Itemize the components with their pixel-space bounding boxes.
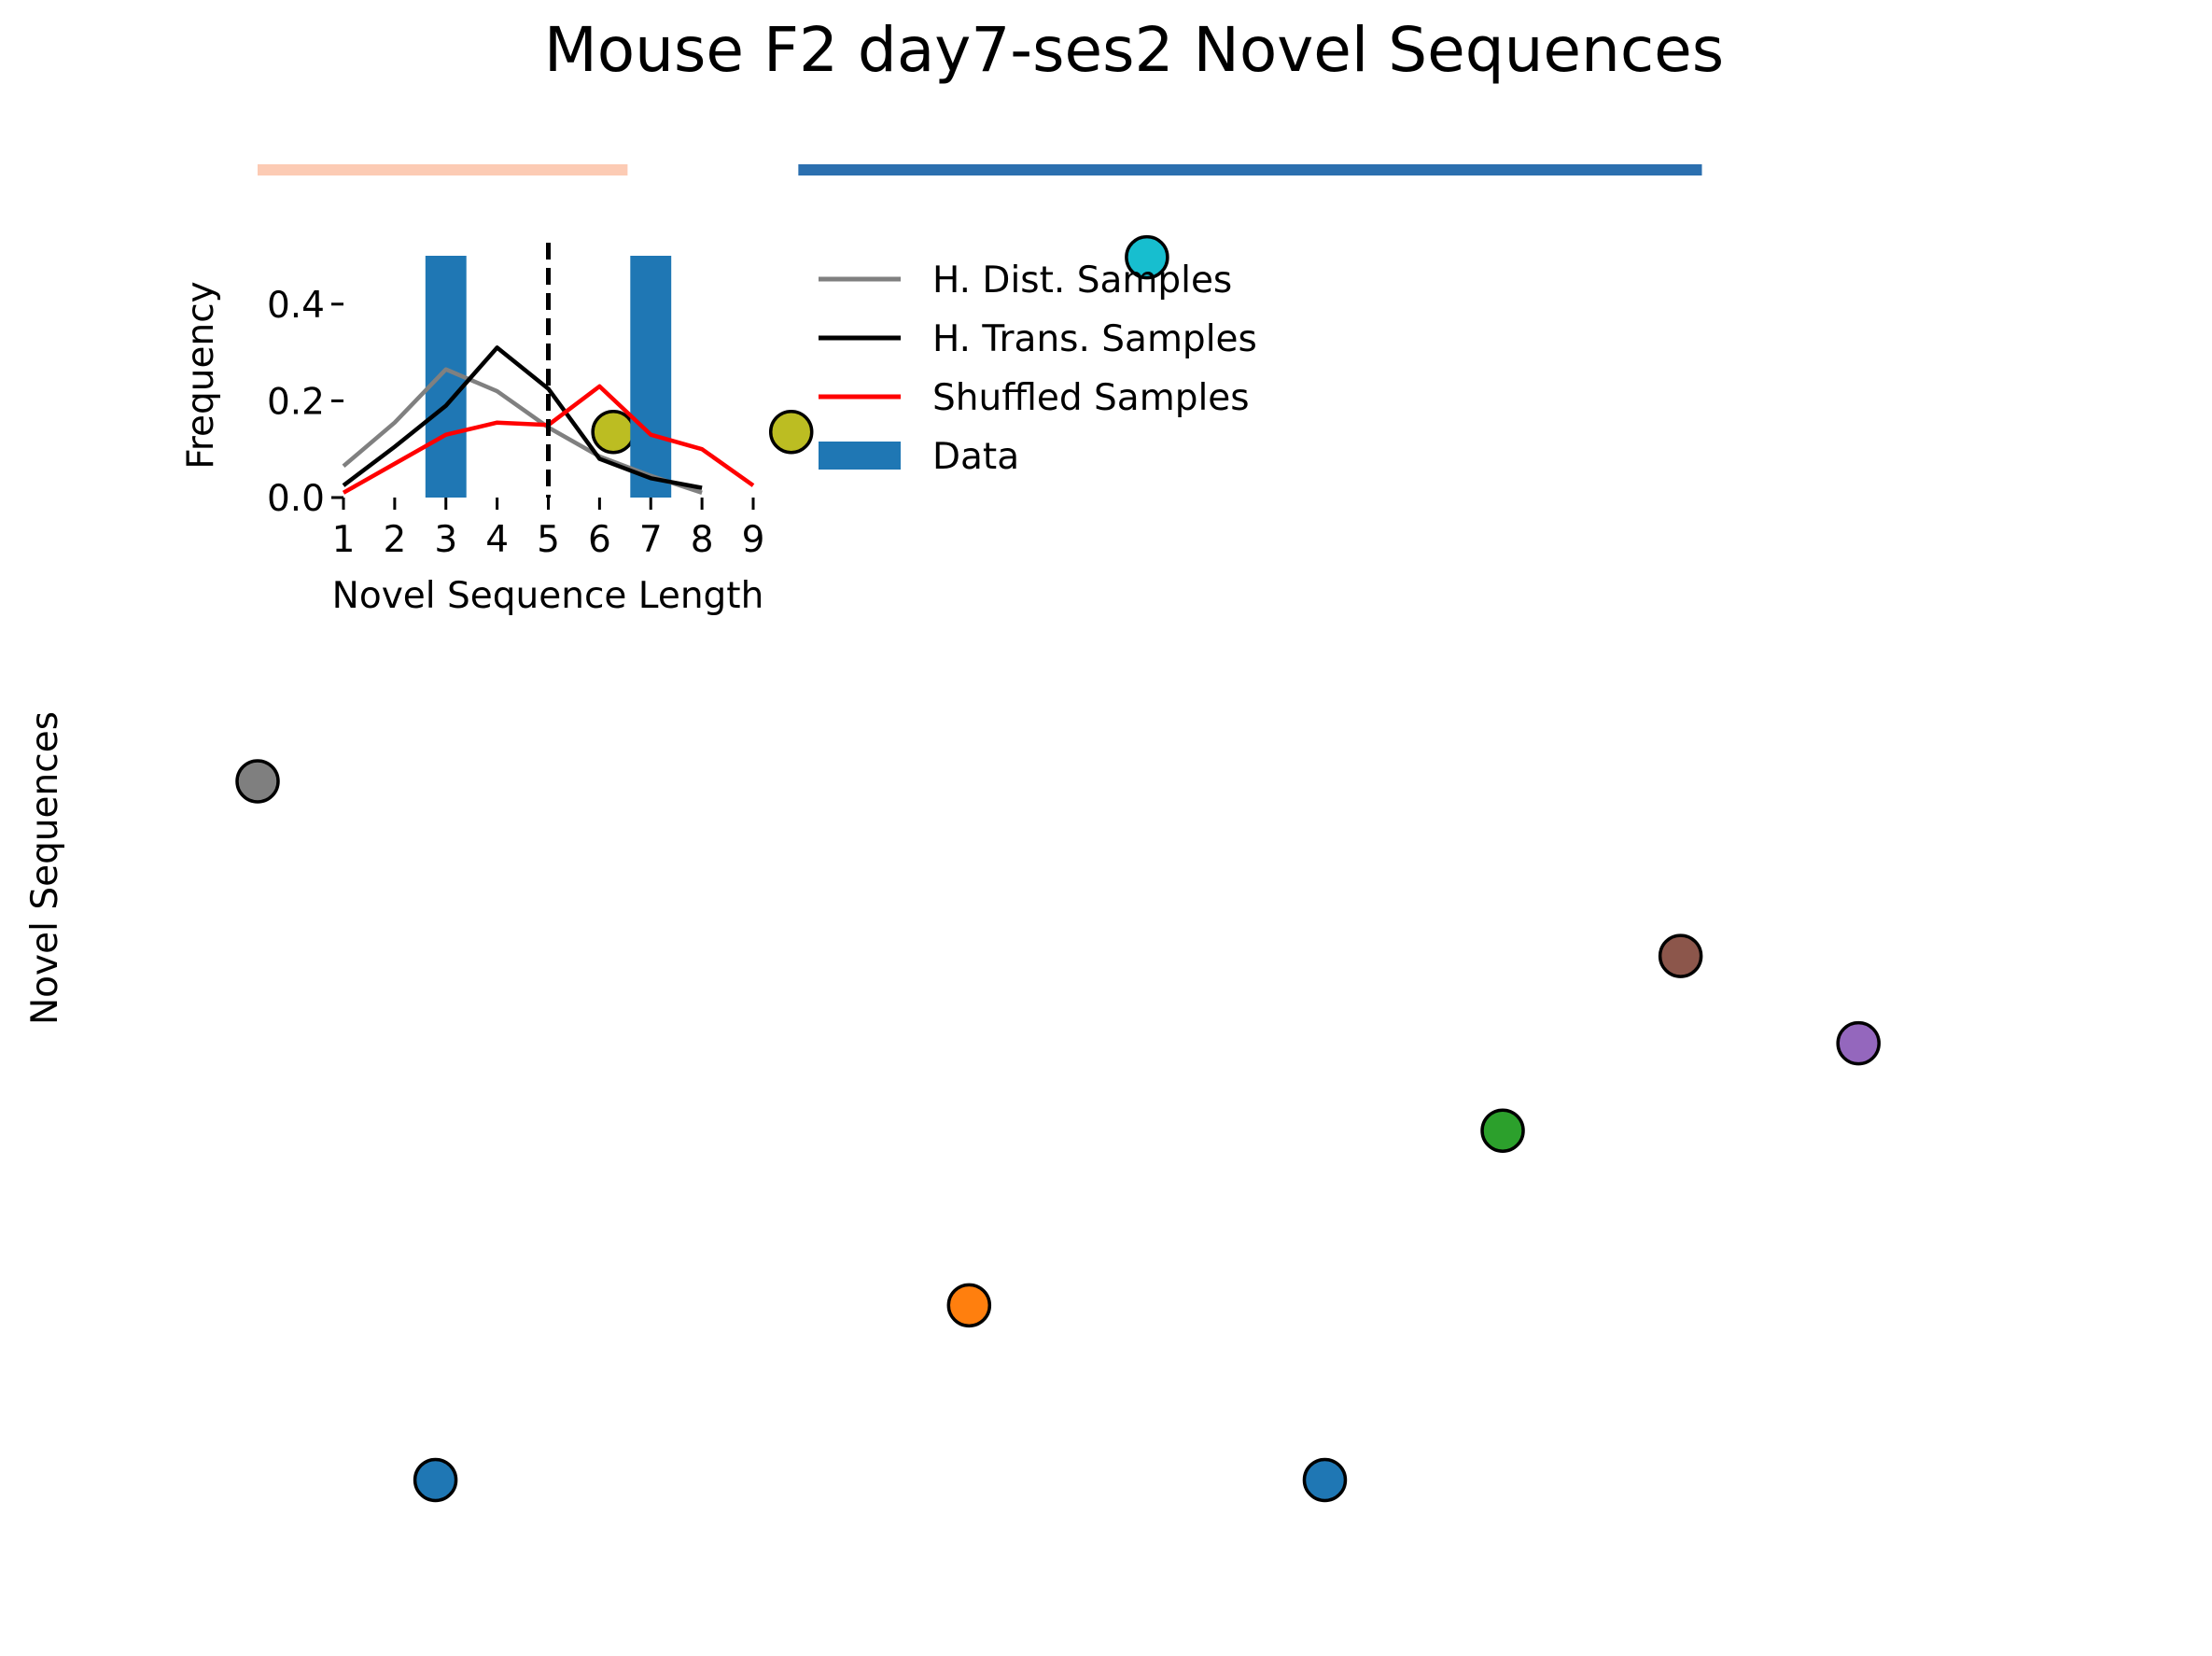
inset-x-tick-label-1: 1 (332, 519, 356, 561)
scatter-points (235, 234, 1881, 1503)
inset-x-tick-label-2: 2 (383, 519, 406, 561)
legend-swatch-4 (819, 442, 901, 470)
inset-x-tick-label-5: 5 (537, 519, 560, 561)
scatter-point-7 (1302, 1457, 1348, 1503)
inset-y-tick-label-1: 0.0 (267, 478, 325, 520)
inset-bars (425, 256, 672, 498)
scatter-point-6 (1125, 234, 1169, 280)
chart-title: Mouse F2 day7-ses2 Novel Sequences (544, 14, 1724, 86)
legend: H. Dist. Samples H. Trans. Samples Shuffle… (819, 260, 1257, 478)
inset-x-tick-label-8: 8 (691, 519, 714, 561)
inset-x-tick-label-7: 7 (639, 519, 663, 561)
scatter-point-1 (235, 759, 280, 804)
scatter-point-4 (768, 409, 814, 455)
series-line-1 (342, 367, 703, 495)
inset-x-axis-label: Novel Sequence Length (332, 575, 764, 617)
series-line-2 (342, 345, 703, 490)
legend-label-3: Shuffled Samples (932, 377, 1250, 419)
scatter-point-2 (413, 1457, 458, 1503)
legend-label-1: H. Dist. Samples (932, 260, 1232, 302)
data-bar-2 (630, 256, 672, 498)
scatter-point-5 (946, 1283, 992, 1328)
scatter-point-8 (1480, 1108, 1525, 1153)
main-y-axis-label: Novel Sequences (24, 711, 66, 1025)
scatter-point-9 (1658, 933, 1703, 978)
inset-y-tick-label-2: 0.2 (267, 381, 325, 423)
inset-y-ticks: 0.0 0.2 0.4 (267, 285, 343, 520)
inset-x-tick-label-6: 6 (588, 519, 611, 561)
inset-x-tick-label-4: 4 (485, 519, 509, 561)
inset-y-tick-label-3: 0.4 (267, 285, 325, 327)
scatter-point-3 (591, 409, 636, 455)
scatter-point-10 (1836, 1020, 1881, 1066)
inset-y-axis-label: Frequency (180, 281, 222, 469)
legend-label-2: H. Trans. Samples (932, 318, 1257, 360)
legend-label-4: Data (932, 436, 1019, 478)
inset-x-tick-label-3: 3 (434, 519, 457, 561)
inset-x-tick-label-9: 9 (742, 519, 765, 561)
